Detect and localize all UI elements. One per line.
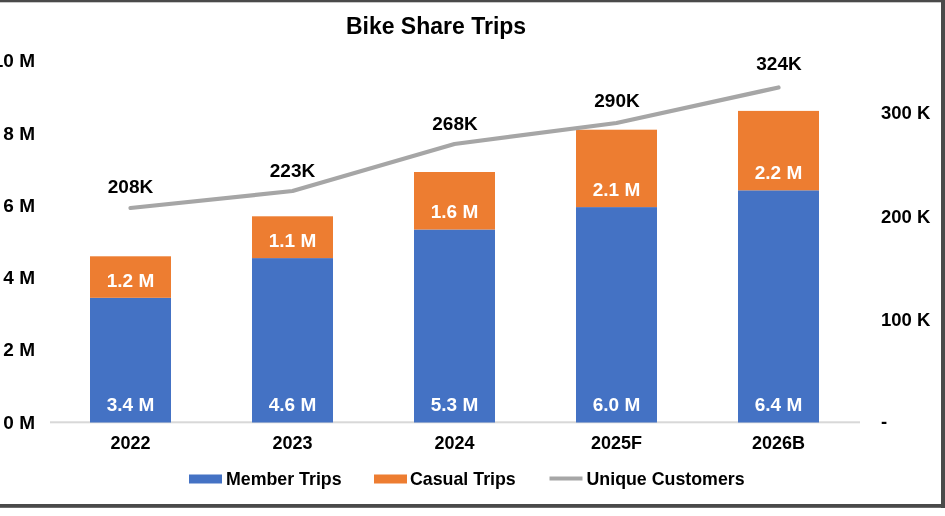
svg-text:10 M: 10 M — [0, 50, 35, 71]
svg-text:100 K: 100 K — [881, 309, 931, 330]
svg-text:2023: 2023 — [272, 433, 312, 453]
svg-text:2.1 M: 2.1 M — [593, 179, 641, 200]
svg-text:6.4 M: 6.4 M — [755, 394, 803, 415]
svg-text:324K: 324K — [756, 53, 802, 74]
svg-text:0 M: 0 M — [3, 412, 35, 433]
svg-text:290K: 290K — [594, 90, 640, 111]
svg-text:5.3 M: 5.3 M — [431, 394, 479, 415]
svg-text:208K: 208K — [108, 176, 154, 197]
svg-text:8 M: 8 M — [3, 123, 35, 144]
svg-text:Casual Trips: Casual Trips — [410, 469, 516, 489]
svg-text:2025F: 2025F — [591, 433, 642, 453]
svg-text:-: - — [881, 411, 887, 432]
svg-text:1.6 M: 1.6 M — [431, 201, 479, 222]
svg-text:2 M: 2 M — [3, 339, 35, 360]
svg-text:1.1 M: 1.1 M — [269, 230, 317, 251]
svg-text:2022: 2022 — [110, 433, 150, 453]
svg-text:Bike Share Trips: Bike Share Trips — [346, 13, 526, 39]
svg-text:4 M: 4 M — [3, 267, 35, 288]
svg-text:200 K: 200 K — [881, 206, 931, 227]
svg-text:2026B: 2026B — [752, 433, 805, 453]
svg-text:300 K: 300 K — [881, 102, 931, 123]
svg-text:Unique Customers: Unique Customers — [587, 469, 745, 489]
svg-text:2024: 2024 — [434, 433, 474, 453]
svg-text:268K: 268K — [432, 113, 478, 134]
svg-text:3.4 M: 3.4 M — [107, 394, 155, 415]
svg-text:6 M: 6 M — [3, 195, 35, 216]
svg-text:223K: 223K — [270, 160, 316, 181]
svg-text:1.2 M: 1.2 M — [107, 270, 155, 291]
svg-text:Member Trips: Member Trips — [226, 469, 342, 489]
svg-text:4.6 M: 4.6 M — [269, 394, 317, 415]
svg-text:2.2 M: 2.2 M — [755, 162, 803, 183]
svg-text:6.0 M: 6.0 M — [593, 394, 641, 415]
